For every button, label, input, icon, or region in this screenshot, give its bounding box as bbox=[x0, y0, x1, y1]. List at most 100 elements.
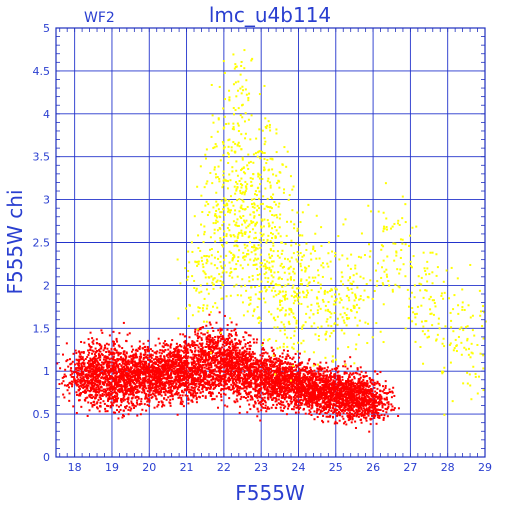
data-point bbox=[81, 358, 84, 361]
data-point bbox=[276, 388, 279, 391]
data-point bbox=[352, 405, 355, 408]
data-point bbox=[281, 372, 284, 375]
data-point bbox=[186, 388, 189, 391]
data-point bbox=[247, 395, 250, 398]
data-point bbox=[93, 379, 96, 382]
data-point bbox=[235, 342, 238, 345]
data-point bbox=[110, 381, 113, 384]
data-point bbox=[203, 354, 206, 357]
data-point bbox=[204, 345, 207, 348]
data-point bbox=[191, 342, 194, 345]
data-point bbox=[301, 402, 304, 405]
data-point bbox=[275, 361, 278, 364]
data-point bbox=[197, 361, 200, 364]
data-point bbox=[283, 378, 286, 381]
data-point bbox=[250, 356, 253, 359]
data-point bbox=[183, 351, 186, 354]
data-point bbox=[270, 386, 273, 389]
data-point bbox=[161, 345, 164, 348]
data-point bbox=[95, 380, 98, 383]
data-point bbox=[327, 378, 330, 381]
data-point bbox=[230, 339, 233, 342]
data-point bbox=[371, 414, 374, 417]
data-point bbox=[216, 344, 219, 347]
data-point bbox=[92, 390, 95, 393]
data-point bbox=[363, 384, 366, 387]
data-point bbox=[222, 374, 225, 377]
data-point bbox=[240, 387, 243, 390]
data-point bbox=[75, 358, 78, 361]
data-point bbox=[88, 390, 91, 393]
data-point bbox=[247, 359, 250, 362]
data-point bbox=[240, 360, 243, 363]
data-point bbox=[332, 387, 335, 390]
data-point bbox=[147, 387, 150, 390]
data-point bbox=[147, 365, 150, 368]
data-point bbox=[327, 395, 330, 398]
data-point bbox=[295, 399, 298, 402]
data-point bbox=[63, 384, 66, 387]
data-point bbox=[299, 393, 302, 396]
data-point bbox=[283, 367, 286, 370]
data-point bbox=[127, 382, 130, 385]
data-point bbox=[103, 383, 106, 386]
data-point bbox=[223, 374, 226, 377]
data-point bbox=[184, 354, 187, 357]
data-point bbox=[303, 380, 306, 383]
data-point bbox=[233, 338, 236, 341]
data-point bbox=[80, 377, 83, 380]
data-point bbox=[298, 404, 301, 407]
data-point bbox=[351, 407, 354, 410]
data-point bbox=[251, 396, 254, 399]
data-point bbox=[87, 365, 90, 368]
data-point bbox=[65, 384, 68, 387]
data-point bbox=[294, 364, 297, 367]
data-point bbox=[217, 329, 220, 332]
data-point bbox=[274, 383, 277, 386]
data-point bbox=[166, 370, 169, 373]
data-point bbox=[132, 369, 135, 372]
data-point bbox=[201, 394, 204, 397]
data-point bbox=[107, 364, 110, 367]
data-point bbox=[388, 388, 391, 391]
data-point bbox=[171, 389, 174, 392]
data-point bbox=[321, 419, 324, 422]
data-point bbox=[107, 372, 110, 375]
data-point bbox=[252, 374, 255, 377]
data-point bbox=[126, 380, 129, 383]
data-point bbox=[392, 408, 395, 411]
data-point bbox=[272, 380, 275, 383]
data-point bbox=[138, 345, 141, 348]
data-point bbox=[206, 388, 209, 391]
data-point bbox=[309, 401, 312, 404]
data-point bbox=[333, 410, 336, 413]
data-point bbox=[84, 375, 87, 378]
data-point bbox=[342, 382, 345, 385]
data-point bbox=[348, 406, 351, 409]
data-point bbox=[98, 366, 101, 369]
data-point bbox=[326, 390, 329, 393]
data-point bbox=[329, 377, 332, 380]
data-point bbox=[121, 358, 124, 361]
data-point bbox=[293, 382, 296, 385]
data-point bbox=[260, 357, 263, 360]
data-point bbox=[195, 382, 198, 385]
data-point bbox=[275, 390, 278, 393]
data-point bbox=[149, 366, 152, 369]
data-point bbox=[231, 388, 234, 391]
data-point bbox=[316, 407, 319, 410]
data-point bbox=[103, 376, 106, 379]
data-point bbox=[227, 373, 230, 376]
data-point bbox=[102, 358, 105, 361]
data-point bbox=[225, 362, 228, 365]
data-point bbox=[313, 418, 316, 421]
data-point bbox=[159, 362, 162, 365]
data-point bbox=[173, 361, 176, 364]
data-point bbox=[265, 359, 268, 362]
data-point bbox=[131, 355, 134, 358]
data-point bbox=[104, 346, 107, 349]
data-point bbox=[253, 352, 256, 355]
data-point bbox=[137, 397, 140, 400]
data-point bbox=[225, 387, 228, 390]
data-point bbox=[179, 333, 182, 336]
